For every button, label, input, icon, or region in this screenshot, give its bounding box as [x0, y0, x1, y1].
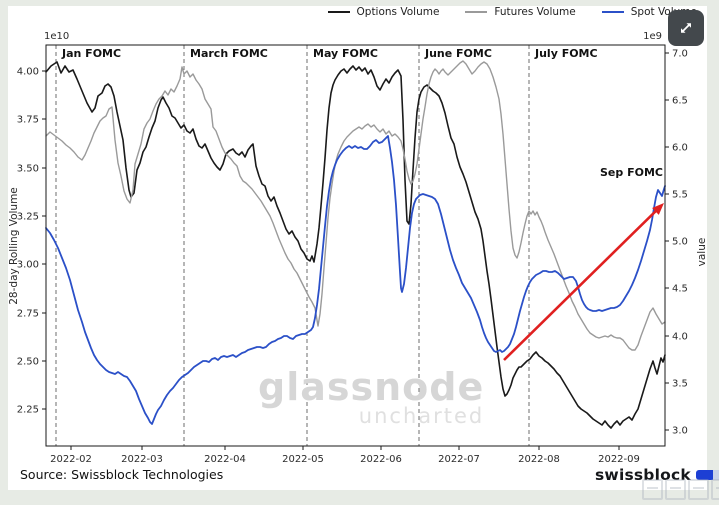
left-tick-label: 3.25 [17, 212, 39, 223]
left-tick-label: 2.75 [17, 309, 39, 320]
x-tick-label: 2022-07 [438, 454, 480, 465]
legend-label: Options Volume [356, 6, 440, 18]
x-tick-label: 2022-02 [50, 454, 92, 465]
corner-watermark [642, 479, 719, 500]
left-tick-label: 4.00 [17, 67, 39, 78]
right-tick-label: 4.0 [672, 332, 688, 343]
legend-label: Futures Volume [494, 6, 576, 18]
right-tick-label: 4.5 [672, 284, 688, 295]
left-tick-label: 2.25 [17, 405, 39, 416]
right-tick-label: 5.5 [672, 190, 688, 201]
x-tick-label: 2022-06 [360, 454, 402, 465]
annotation-arrow-line [503, 206, 660, 361]
spot-line-swatch [601, 11, 624, 13]
chart-figure [8, 6, 707, 490]
left-tick-label: 3.50 [17, 164, 39, 175]
x-tick-label: 2022-08 [518, 454, 560, 465]
series-options-volume [45, 61, 666, 429]
futures-line-swatch [465, 11, 488, 13]
left-tick-label: 2.50 [17, 357, 39, 368]
x-tick-label: 2022-09 [598, 454, 640, 465]
swissblock-wordmark: swissblock [595, 466, 691, 484]
left-axis-multiplier: 1e10 [44, 31, 69, 42]
legend-item-futures: Futures Volume [465, 6, 576, 18]
right-tick-label: 3.0 [672, 426, 688, 437]
plot-box [45, 44, 666, 447]
fomc-event-label: July FOMC [534, 47, 598, 60]
series-spot-volume [45, 135, 666, 425]
right-tick-label: 6.0 [672, 143, 688, 154]
left-axis-title: 28-day Rolling Volume [8, 187, 20, 305]
right-tick-label: 5.0 [672, 237, 688, 248]
x-tick-label: 2022-03 [121, 454, 163, 465]
fomc-event-label: Jan FOMC [61, 47, 121, 60]
fomc-event-label: Sep FOMC [600, 166, 663, 179]
swissblock-logo-icon [695, 470, 719, 480]
swissblock-brand: swissblock [595, 466, 719, 484]
left-tick-label: 3.75 [17, 115, 39, 126]
fomc-event-label: May FOMC [313, 47, 378, 60]
fomc-event-label: June FOMC [424, 47, 492, 60]
x-tick-label: 2022-05 [282, 454, 324, 465]
right-axis-title: value [696, 238, 708, 267]
left-tick-label: 3.00 [17, 260, 39, 271]
expand-arrows-icon [681, 23, 691, 33]
expand-button[interactable] [668, 10, 704, 46]
chart-legend: Options Volume Futures Volume Spot Volum… [327, 6, 697, 18]
annotation-arrow-head [652, 203, 664, 215]
right-tick-label: 6.5 [672, 96, 688, 107]
x-tick-label: 2022-04 [204, 454, 246, 465]
legend-item-options: Options Volume [327, 6, 440, 18]
right-tick-label: 3.5 [672, 379, 688, 390]
source-note: Source: Swissblock Technologies [20, 467, 224, 482]
fomc-event-label: March FOMC [190, 47, 268, 60]
options-line-swatch [327, 11, 350, 13]
right-tick-label: 7.0 [672, 49, 688, 60]
right-axis-multiplier: 1e9 [643, 31, 662, 42]
series-futures-volume [45, 60, 666, 351]
